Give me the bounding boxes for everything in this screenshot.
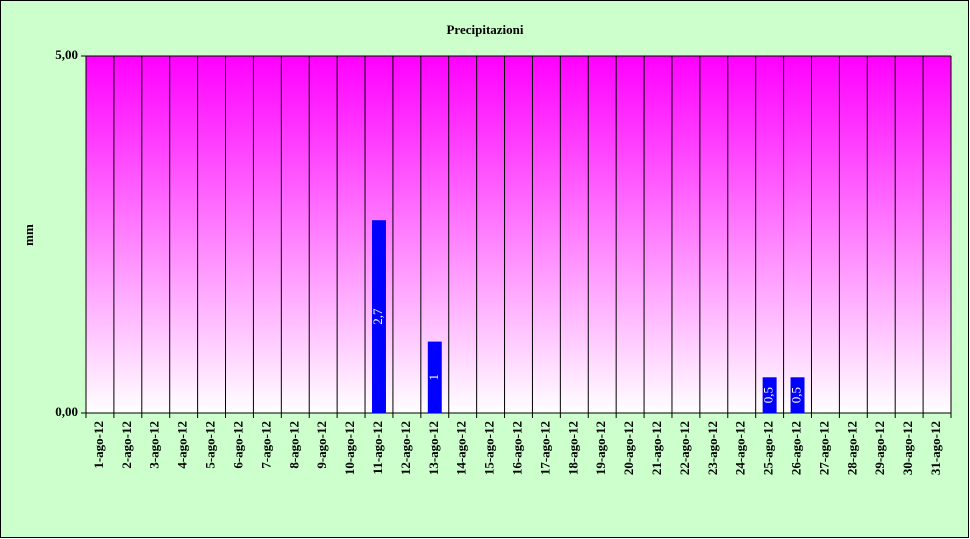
x-tick-label: 19-ago-12: [593, 421, 608, 475]
x-tick-label: 4-ago-12: [175, 421, 190, 469]
x-tick-label: 20-ago-12: [621, 421, 636, 475]
x-tick-label: 9-ago-12: [314, 421, 329, 469]
x-tick-label: 18-ago-12: [565, 421, 580, 475]
y-axis-label: mm: [21, 224, 36, 246]
x-tick-label: 31-ago-12: [928, 421, 943, 475]
y-tick-label: 0,00: [55, 404, 78, 419]
x-tick-label: 17-ago-12: [537, 421, 552, 475]
x-tick-label: 7-ago-12: [258, 421, 273, 469]
x-tick-label: 14-ago-12: [454, 421, 469, 475]
data-label: 0,5: [789, 387, 804, 403]
bar: [790, 377, 805, 413]
x-tick-label: 30-ago-12: [900, 421, 915, 475]
x-tick-label: 25-ago-12: [761, 421, 776, 475]
x-tick-label: 12-ago-12: [398, 421, 413, 475]
x-tick-label: 6-ago-12: [230, 421, 245, 469]
x-tick-label: 11-ago-12: [370, 421, 385, 474]
x-tick-label: 29-ago-12: [872, 421, 887, 475]
x-tick-label: 23-ago-12: [705, 421, 720, 475]
x-tick-label: 2-ago-12: [119, 421, 134, 469]
x-tick-label: 22-ago-12: [677, 421, 692, 475]
x-tick-label: 26-ago-12: [789, 421, 804, 475]
x-tick-label: 28-ago-12: [844, 421, 859, 475]
y-tick-label: 5,00: [55, 47, 78, 62]
bar: [372, 220, 386, 413]
x-tick-label: 21-ago-12: [649, 421, 664, 475]
data-label: 0,5: [761, 387, 776, 403]
chart-title: Precipitazioni: [446, 22, 523, 37]
x-tick-label: 27-ago-12: [816, 421, 831, 475]
data-label: 2,7: [370, 308, 385, 325]
plot-area: [86, 56, 951, 413]
x-tick-label: 8-ago-12: [286, 421, 301, 469]
data-label: 1: [426, 374, 441, 381]
x-tick-label: 13-ago-12: [426, 421, 441, 475]
x-tick-label: 5-ago-12: [203, 421, 218, 469]
x-tick-label: 24-ago-12: [733, 421, 748, 475]
x-tick-label: 15-ago-12: [482, 421, 497, 475]
x-tick-label: 10-ago-12: [342, 421, 357, 475]
x-tick-label: 3-ago-12: [147, 421, 162, 469]
x-tick-label: 1-ago-12: [91, 421, 106, 469]
bar: [762, 377, 777, 413]
bar: [427, 341, 442, 413]
x-tick-label: 16-ago-12: [509, 421, 524, 475]
